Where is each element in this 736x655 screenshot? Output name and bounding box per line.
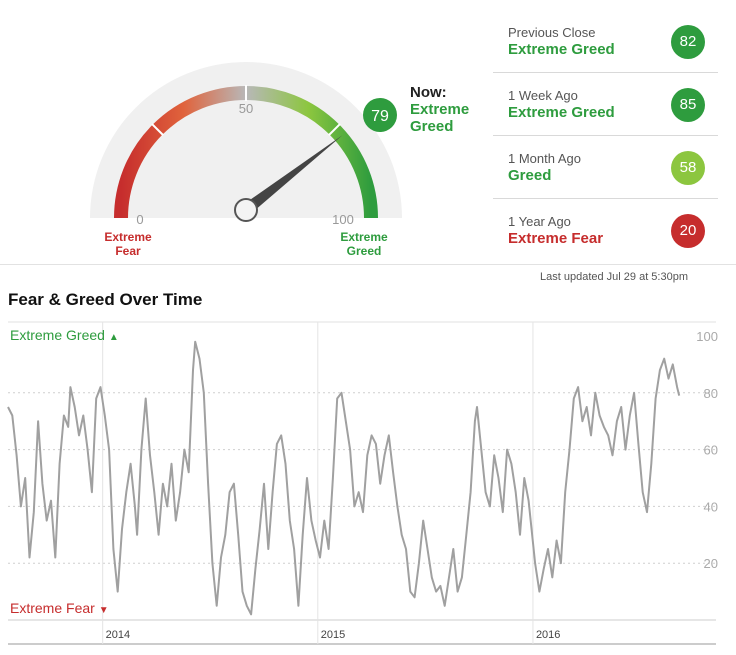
gauge-left-label-line1: Extreme bbox=[104, 230, 152, 244]
y-tick-label: 60 bbox=[704, 443, 718, 458]
chart-x-ticks: 2014 2015 2016 bbox=[106, 629, 561, 641]
chart-y-ticks: 20 40 60 80 100 bbox=[696, 329, 718, 571]
triangle-up-icon: ▲ bbox=[108, 332, 119, 343]
gauge-left-label-line2: Fear bbox=[115, 244, 141, 258]
history-rating: Greed bbox=[508, 167, 552, 184]
triangle-down-icon: ▼ bbox=[98, 605, 109, 616]
history-row-previous-close: Previous Close Extreme Greed 82 bbox=[493, 10, 718, 73]
y-tick-label: 80 bbox=[704, 386, 718, 401]
x-tick-label: 2014 bbox=[106, 629, 130, 641]
fear-greed-gauge: 0 50 100 Extreme Fear Extreme Greed 79 bbox=[0, 0, 490, 265]
history-row-1-month-ago: 1 Month Ago Greed 58 bbox=[493, 136, 718, 199]
history-label: 1 Week Ago bbox=[508, 88, 578, 103]
x-tick-label: 2016 bbox=[536, 629, 560, 641]
gauge-right-label-line1: Extreme bbox=[340, 230, 388, 244]
now-rating: Extreme Greed bbox=[410, 101, 470, 135]
gauge-tick-min: 0 bbox=[136, 212, 143, 227]
y-tick-label: 40 bbox=[704, 499, 718, 514]
x-tick-label: 2015 bbox=[321, 629, 345, 641]
y-tick-label: 20 bbox=[704, 556, 718, 571]
extreme-fear-marker: Extreme Fear ▼ bbox=[10, 600, 109, 616]
gauge-background bbox=[90, 62, 402, 218]
history-rating: Extreme Greed bbox=[508, 104, 615, 121]
extreme-greed-label: Extreme Greed bbox=[10, 327, 105, 343]
history-value-badge: 20 bbox=[671, 214, 705, 248]
gauge-value-bubble bbox=[363, 98, 397, 132]
now-label: Now: bbox=[410, 84, 447, 101]
history-value-badge: 82 bbox=[671, 25, 705, 59]
history-value-badge: 58 bbox=[671, 151, 705, 185]
history-list: Previous Close Extreme Greed 82 1 Week A… bbox=[493, 10, 718, 262]
history-label: Previous Close bbox=[508, 25, 596, 40]
history-rating: Extreme Greed bbox=[508, 41, 615, 58]
gauge-right-label-line2: Greed bbox=[347, 244, 382, 258]
gauge-separators bbox=[151, 85, 341, 136]
extreme-greed-marker: Extreme Greed ▲ bbox=[10, 327, 119, 343]
gauge-needle-hub bbox=[234, 198, 258, 222]
history-value-badge: 85 bbox=[671, 88, 705, 122]
history-label: 1 Month Ago bbox=[508, 151, 581, 166]
gauge-value: 79 bbox=[371, 108, 389, 125]
gauge-tick-mid: 50 bbox=[239, 101, 253, 116]
section-divider bbox=[0, 264, 736, 265]
history-row-1-year-ago: 1 Year Ago Extreme Fear 20 bbox=[493, 199, 718, 262]
history-rating: Extreme Fear bbox=[508, 230, 604, 247]
fear-greed-series-line bbox=[7, 340, 681, 616]
gauge-separator bbox=[328, 123, 341, 136]
gauge-needle bbox=[242, 135, 343, 215]
history-row-1-week-ago: 1 Week Ago Extreme Greed 85 bbox=[493, 73, 718, 136]
gauge-svg: 0 50 100 Extreme Fear Extreme Greed 79 bbox=[90, 62, 402, 258]
chart-title: Fear & Greed Over Time bbox=[8, 290, 203, 309]
now-rating-block: Now: Extreme Greed bbox=[410, 84, 480, 135]
gauge-tick-max: 100 bbox=[332, 212, 354, 227]
y-tick-label: 100 bbox=[696, 329, 718, 344]
extreme-fear-label: Extreme Fear bbox=[10, 600, 95, 616]
history-label: 1 Year Ago bbox=[508, 214, 571, 229]
chart-grid bbox=[8, 321, 716, 645]
fear-greed-over-time-chart: 20 40 60 80 100 2014 2015 2016 bbox=[7, 321, 718, 645]
last-updated-text: Last updated Jul 29 at 5:30pm bbox=[540, 271, 688, 283]
gauge-separator bbox=[151, 123, 164, 136]
